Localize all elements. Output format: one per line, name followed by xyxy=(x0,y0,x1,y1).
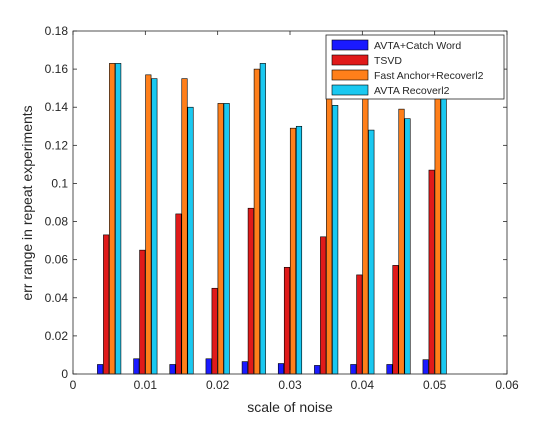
x-tick-label: 0.01 xyxy=(134,378,158,392)
y-tick-label: 0.04 xyxy=(45,291,69,305)
legend-swatch xyxy=(331,84,369,96)
bar-tsvd-5 xyxy=(283,266,291,375)
bar-fast-anchor-recoverl2-2 xyxy=(181,78,188,375)
bar-tsvd-1 xyxy=(139,249,146,375)
y-tick-label: 0 xyxy=(61,367,68,381)
bar-avta-catch-word-1 xyxy=(133,358,140,375)
x-tick-label: 0 xyxy=(70,378,77,392)
bar-fast-anchor-recoverl2-3 xyxy=(217,103,224,375)
legend-entry-label: TSVD xyxy=(374,55,402,67)
bar-fast-anchor-recoverl2-0 xyxy=(109,63,116,375)
legend-entry-label: AVTA Recoverl2 xyxy=(374,85,450,97)
bar-fast-anchor-recoverl2-5 xyxy=(289,127,297,375)
bar-avta-catch-word-2 xyxy=(169,364,176,375)
bar-avta-recoverl2-1 xyxy=(151,78,158,375)
legend-swatch xyxy=(331,54,369,66)
y-tick-label: 0.02 xyxy=(45,329,69,343)
bar-avta-recoverl2-5 xyxy=(295,125,303,375)
legend-swatch xyxy=(331,69,369,81)
bar-fast-anchor-recoverl2-6 xyxy=(326,78,333,375)
bar-fast-anchor-recoverl2-4 xyxy=(253,68,260,375)
ticks-layer: 0 0.01 0.02 0.03 0.04 0.05 0.06 0 0.02 0.04 0.06 0.… xyxy=(45,24,519,392)
bar-tsvd-3 xyxy=(211,287,218,375)
bar-avta-recoverl2-9 xyxy=(440,78,447,375)
y-tick-label: 0.14 xyxy=(45,100,69,114)
y-tick-label: 0.1 xyxy=(51,176,68,190)
x-tick-label: 0.02 xyxy=(206,378,230,392)
bar-tsvd-8 xyxy=(392,265,399,375)
bar-avta-catch-word-6 xyxy=(314,365,321,375)
legend: AVTA+Catch Word TSVD Fast Anchor+Recoverl2… xyxy=(325,34,505,100)
bar-tsvd-2 xyxy=(175,213,182,375)
legend-entry-label: AVTA+Catch Word xyxy=(374,40,461,52)
bar-fast-anchor-recoverl2-7 xyxy=(362,78,369,375)
bar-avta-recoverl2-6 xyxy=(332,105,339,375)
x-tick-label: 0.05 xyxy=(423,378,447,392)
y-tick-label: 0.18 xyxy=(45,24,69,38)
bar-avta-recoverl2-7 xyxy=(368,129,375,375)
bar-avta-recoverl2-3 xyxy=(223,103,230,375)
bar-avta-catch-word-5 xyxy=(277,363,285,375)
y-tick-label: 0.06 xyxy=(45,253,69,267)
y-tick-label: 0.08 xyxy=(45,215,69,229)
bar-avta-recoverl2-4 xyxy=(259,63,266,375)
bar-avta-catch-word-3 xyxy=(205,358,212,375)
x-tick-label: 0.06 xyxy=(495,378,519,392)
bar-tsvd-0 xyxy=(103,234,110,375)
x-axis-label: scale of noise xyxy=(247,399,333,415)
bar-avta-catch-word-9 xyxy=(422,359,429,375)
x-tick-label: 0.03 xyxy=(278,378,302,392)
bar-fast-anchor-recoverl2-8 xyxy=(398,108,405,375)
bar-avta-catch-word-7 xyxy=(350,364,357,375)
y-axis-label: err range in repeat experiments xyxy=(19,105,35,300)
bar-tsvd-4 xyxy=(247,207,254,375)
bar-avta-catch-word-0 xyxy=(97,364,104,375)
legend-entry-label: Fast Anchor+Recoverl2 xyxy=(374,70,484,82)
bar-avta-recoverl2-2 xyxy=(187,106,194,375)
x-tick-label: 0.04 xyxy=(351,378,375,392)
legend-swatch xyxy=(331,39,369,51)
bar-fast-anchor-recoverl2-1 xyxy=(145,74,152,375)
bar-avta-catch-word-4 xyxy=(241,361,248,375)
y-tick-label: 0.16 xyxy=(45,62,69,76)
bar-tsvd-6 xyxy=(320,236,327,375)
bar-avta-recoverl2-0 xyxy=(115,63,122,375)
bar-tsvd-7 xyxy=(356,274,363,375)
bar-avta-catch-word-8 xyxy=(386,364,393,375)
bar-tsvd-9 xyxy=(428,169,435,375)
bar-fast-anchor-recoverl2-9 xyxy=(434,78,441,375)
bar-avta-recoverl2-8 xyxy=(404,118,411,375)
y-tick-label: 0.12 xyxy=(45,138,69,152)
